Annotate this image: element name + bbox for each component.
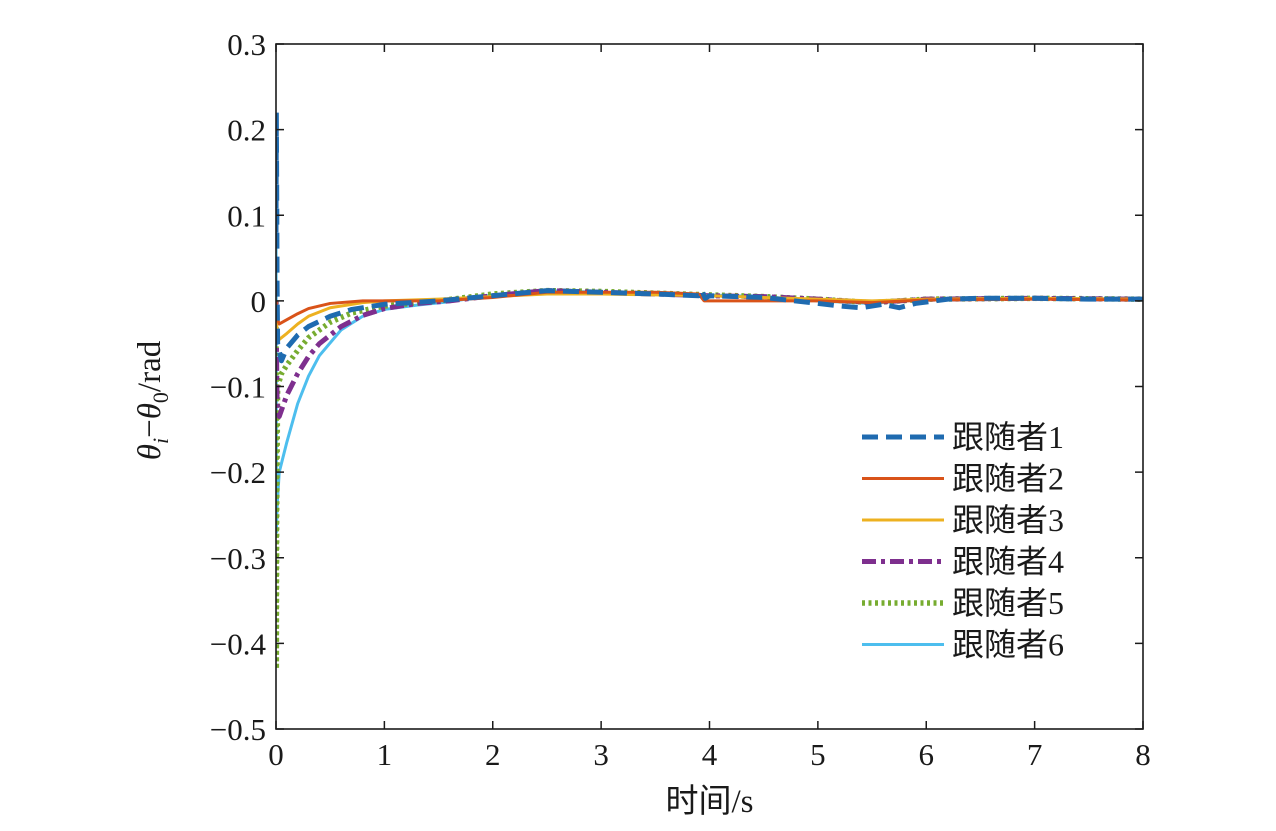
y-axis-title: θi−θ0/rad — [132, 340, 173, 460]
legend-label-3: 跟随者3 — [952, 502, 1064, 538]
y-tick-label: −0.3 — [210, 541, 266, 576]
y-tick-label: 0.3 — [227, 27, 266, 62]
x-tick-label: 4 — [702, 737, 718, 772]
legend-label-2: 跟随者2 — [952, 461, 1064, 497]
series-line-1 — [276, 110, 1143, 364]
series-layer — [276, 110, 1143, 672]
x-tick-label: 5 — [810, 737, 826, 772]
legend-label-1: 跟随者1 — [952, 419, 1064, 455]
legend-label-4: 跟随者4 — [952, 544, 1064, 580]
y-tick-label: −0.5 — [210, 712, 266, 747]
y-axis-dash: − — [132, 419, 168, 438]
legend: 跟随者1 跟随者2 跟随者3 跟随者4 跟随者5 跟随者6 — [862, 419, 1064, 663]
legend-label-5: 跟随者5 — [952, 585, 1064, 621]
x-tick-label: 8 — [1135, 737, 1151, 772]
series-line-4 — [276, 288, 1143, 419]
y-tick-label: −0.4 — [210, 626, 267, 661]
x-tick-label: 3 — [593, 737, 609, 772]
y-axis-unit: /rad — [132, 340, 168, 392]
x-tick-label: 0 — [268, 737, 284, 772]
y-axis-subscript-i: i — [148, 438, 173, 444]
x-tick-label: 7 — [1027, 737, 1043, 772]
y-tick-label: 0 — [251, 284, 267, 319]
y-axis-theta: θ — [132, 444, 168, 460]
x-tick-label: 6 — [919, 737, 935, 772]
y-tick-label: 0.2 — [227, 113, 266, 148]
y-tick-label: 0.1 — [227, 198, 266, 233]
legend-label-6: 跟随者6 — [952, 627, 1064, 663]
x-tick-label: 1 — [377, 737, 393, 772]
x-axis-title: 时间/s — [665, 784, 753, 820]
y-tick-label: −0.1 — [210, 370, 266, 405]
y-axis-theta-0: θ — [132, 403, 168, 419]
y-axis-subscript-0: 0 — [148, 392, 173, 403]
y-tick-label: −0.2 — [210, 455, 266, 490]
tick-layer: 0 1 2 3 4 5 6 7 8 0.3 0.2 0.1 0 −0.1 −0.2 −0.3 −0.4 −0.5 — [210, 27, 1151, 772]
x-tick-label: 2 — [485, 737, 501, 772]
